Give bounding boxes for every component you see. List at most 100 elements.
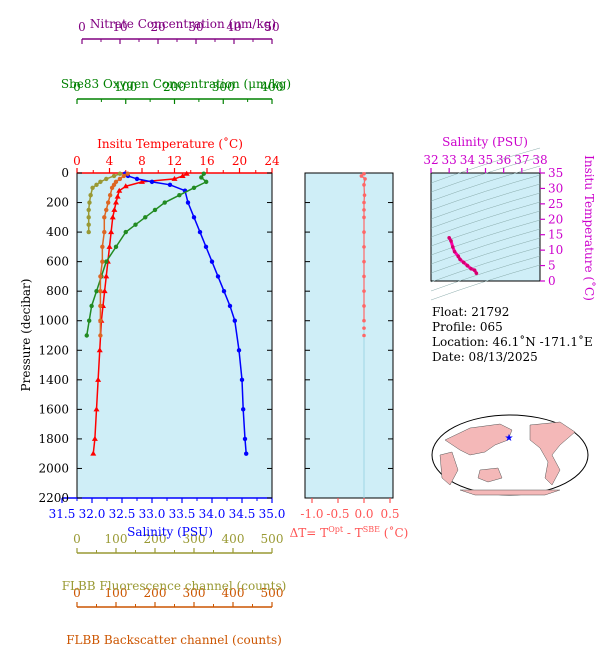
ts-density-contour (430, 165, 541, 202)
salinity-tick-label: 34.5 (229, 507, 256, 521)
delta-t-label-prefix: ΔT= T (290, 526, 329, 540)
backscatter-point (125, 171, 130, 176)
fluorescence-tick-label: 0 (73, 532, 81, 546)
map-land-antarctica (459, 489, 561, 496)
delta-t-point (362, 245, 366, 249)
map-land-africa (439, 451, 459, 486)
oxygen-point (89, 303, 94, 309)
ts-point (449, 239, 453, 243)
fluorescence-axis-label: FLBB Fluorescence channel (counts) (62, 579, 287, 593)
ts-density-contour (430, 174, 541, 211)
delta-t-point (363, 177, 367, 181)
backscatter-point (107, 192, 113, 198)
ts-density-contour (430, 201, 541, 238)
salinity-tick-label: 34.0 (199, 507, 226, 521)
nitrate-tick-label: 0 (78, 20, 86, 34)
delta-t-label-mid: - T (343, 526, 363, 540)
ts-point (458, 257, 462, 262)
nitrate-tick-label: 10 (112, 20, 127, 34)
ts-temperature-tick-label: 25 (548, 197, 563, 211)
ts-density-contour (430, 192, 541, 229)
location: Location: 46.1˚N -171.1˚E (432, 334, 593, 349)
oxygen-axis-label: Sbe83 Oxygen Concentration (μm/kg) (61, 77, 291, 91)
oxygen-point (84, 333, 89, 338)
oxygen-point (199, 175, 204, 180)
ts-density-contour (430, 183, 541, 220)
pressure-tick-label: 1400 (38, 373, 69, 387)
backscatter-axis-label: FLBB Backscatter channel (counts) (66, 633, 282, 647)
ts-point (474, 271, 479, 276)
map-land-australia (477, 467, 503, 483)
nitrate-tick-label: 40 (226, 20, 241, 34)
delta-t-point (362, 215, 366, 220)
backscatter-point (102, 215, 107, 220)
ts-density-contour (430, 237, 541, 274)
profile-number: Profile: 065 (432, 320, 503, 334)
pressure-tick-label: 1800 (38, 432, 69, 446)
delta-t-panel-bg (304, 172, 394, 499)
ts-density-contour (430, 246, 541, 283)
salinity-point (244, 451, 249, 456)
salinity-tick-label: 33.0 (139, 507, 166, 521)
map-land-americas (529, 421, 576, 486)
salinity-point (167, 182, 173, 188)
pressure-tick-label: 600 (46, 255, 69, 269)
backscatter-tick-label: 200 (144, 586, 167, 600)
temperature-point (111, 206, 118, 212)
fluorescence-point (90, 185, 95, 190)
ts-temperature-tick-label: 30 (548, 181, 563, 195)
nitrate-tick-label: 50 (264, 20, 279, 34)
ts-salinity-tick-label: 37 (514, 153, 529, 167)
oxygen-point (133, 222, 138, 227)
delta-t-point (362, 289, 366, 293)
salinity-tick-label: 31.5 (49, 507, 76, 521)
delta-t-point (362, 230, 366, 234)
pressure-tick-label: 400 (46, 225, 69, 239)
delta-t-point (359, 174, 364, 178)
delta-t-point (362, 326, 366, 330)
fluorescence-tick-label: 500 (261, 532, 284, 546)
ts-salinity-tick-label: 36 (496, 153, 511, 167)
ts-point (469, 266, 473, 271)
ts-temperature-tick-label: 10 (548, 243, 563, 257)
oxygen-tick-label: 400 (261, 80, 284, 94)
pressure-tick-label: 200 (46, 196, 69, 210)
nitrate-axis-label: Nitrate Concentration (μm/kg) (90, 17, 276, 31)
fluorescence-point (86, 215, 91, 220)
salinity-tick-label: 33.5 (169, 507, 196, 521)
temperature-tick-label: 0 (73, 154, 81, 168)
salinity-point (239, 377, 245, 383)
ts-point (447, 236, 451, 240)
oxygen-point (123, 229, 128, 235)
ts-density-contour (430, 147, 541, 184)
backscatter-point (98, 333, 103, 338)
pressure-tick-label: 0 (61, 166, 69, 180)
ts-density-contour (430, 210, 541, 247)
oxygen-point (201, 171, 206, 176)
backscatter-point (98, 274, 103, 279)
fluorescence-tick-label: 100 (105, 532, 128, 546)
delta-t-point (362, 318, 366, 323)
map-land-asia (444, 423, 513, 456)
delta-t-point (362, 171, 366, 176)
salinity-point (241, 407, 246, 412)
salinity-point (134, 176, 140, 182)
temperature-tick-label: 8 (138, 154, 146, 168)
temperature-point (171, 175, 178, 181)
salinity-point (232, 318, 237, 323)
oxygen-point (86, 318, 92, 323)
delta-t-point (362, 183, 366, 187)
nitrate-tick-label: 30 (188, 20, 203, 34)
pressure-tick-label: 1600 (38, 402, 69, 416)
nitrate-tick-label: 20 (150, 20, 165, 34)
ts-salinity-tick-label: 34 (460, 153, 476, 167)
ts-density-contour (430, 156, 541, 193)
float-location-star-icon: ★ (505, 433, 514, 444)
fluorescence-point (86, 222, 91, 227)
ts-temperature-axis-label: Insitu Temperature (˚C) (582, 155, 597, 301)
salinity-axis-label: Salinity (PSU) (127, 525, 213, 539)
oxygen-point (113, 244, 119, 250)
delta-t-tick-label: -0.5 (326, 507, 349, 521)
salinity-point (203, 244, 209, 250)
temperature-tick-label: 12 (167, 154, 182, 168)
